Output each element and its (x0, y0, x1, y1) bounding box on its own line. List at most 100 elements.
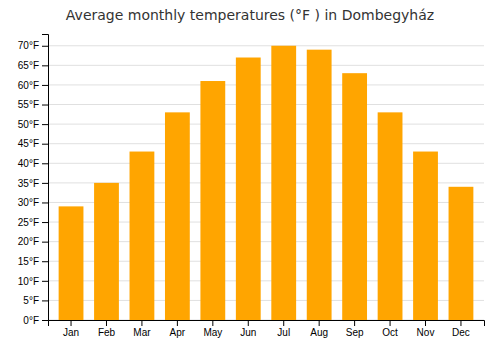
bar (271, 46, 296, 320)
tick-mark (390, 320, 391, 326)
tick: 35°F (18, 178, 48, 189)
plot: 0°F 5°F 10°F 15°F 20°F 25°F 30°F 35°F 40°F 45°F 50… (18, 35, 485, 339)
tick: 5°F (23, 295, 48, 306)
tick-mark (42, 320, 48, 321)
grid-line (48, 104, 484, 105)
tick: 70°F (18, 40, 48, 51)
tick-mark (42, 105, 48, 106)
tick-label: 25°F (18, 217, 39, 228)
tick-mark (42, 261, 48, 262)
tick-label: Apr (170, 327, 186, 338)
tick-label: 60°F (18, 80, 39, 91)
tick-mark (42, 65, 48, 66)
tick: 45°F (18, 138, 48, 149)
tick-label: 65°F (18, 60, 39, 71)
tick-label: 10°F (18, 276, 39, 287)
tick-mark (319, 320, 320, 326)
tick: 15°F (18, 256, 48, 267)
tick: Aug (310, 320, 328, 338)
bar (59, 206, 84, 320)
tick-mark (177, 320, 178, 326)
tick-label: May (203, 327, 222, 338)
axis-line (42, 35, 49, 321)
axis-line (49, 321, 485, 327)
grid-line (48, 84, 484, 85)
tick: Apr (170, 320, 186, 338)
y-axis: 0°F 5°F 10°F 15°F 20°F 25°F 30°F 35°F 40°F 45°F 50… (18, 35, 49, 326)
tick-label: 55°F (18, 99, 39, 110)
tick-label: 20°F (18, 236, 39, 247)
tick: Jan (63, 320, 79, 338)
tick: 40°F (18, 158, 48, 169)
tick-mark (42, 124, 48, 125)
tick: Jun (240, 320, 256, 338)
tick-label: Oct (382, 327, 398, 338)
tick-label: 50°F (18, 119, 39, 130)
tick-label: Feb (98, 327, 116, 338)
tick-label: 35°F (18, 178, 39, 189)
tick: Oct (382, 320, 398, 338)
tick-label: 0°F (23, 315, 39, 326)
grid (48, 46, 484, 320)
tick-mark (42, 183, 48, 184)
tick-mark (42, 281, 48, 282)
tick: 0°F (23, 315, 48, 326)
tick: Nov (417, 320, 435, 338)
tick-mark (42, 144, 48, 145)
tick-label: Mar (133, 327, 151, 338)
tick-mark (106, 320, 107, 326)
tick: 25°F (18, 217, 48, 228)
tick-label: Jul (277, 327, 290, 338)
tick-mark (42, 202, 48, 203)
tick-mark (42, 300, 48, 301)
tick: May (203, 320, 222, 338)
tick-label: Jan (63, 327, 79, 338)
title: Average monthly temperatures (°F ) in Do… (66, 7, 434, 23)
grid-line (48, 65, 484, 66)
bar (378, 112, 403, 320)
tick: Feb (98, 320, 116, 338)
tick-mark (212, 320, 213, 326)
tick: 65°F (18, 60, 48, 71)
tick-mark (248, 320, 249, 326)
tick-mark (354, 320, 355, 326)
tick: 55°F (18, 99, 48, 110)
chart: 0°F 5°F 10°F 15°F 20°F 25°F 30°F 35°F 40°F 45°F 50… (0, 0, 500, 350)
tick-label: 5°F (23, 295, 39, 306)
bar (130, 152, 155, 320)
tick-label: 45°F (18, 138, 39, 149)
tick-mark (42, 46, 48, 47)
tick: Dec (452, 320, 470, 338)
grid-line (48, 143, 484, 144)
tick-mark (42, 163, 48, 164)
tick-label: Aug (310, 327, 328, 338)
bar (413, 152, 438, 320)
bar (200, 81, 225, 320)
tick: Jul (277, 320, 290, 338)
tick-mark (141, 320, 142, 326)
bars (59, 46, 474, 320)
tick: 50°F (18, 119, 48, 130)
bar (307, 50, 332, 320)
x-axis: Jan Feb Mar Apr May Jun Jul Aug Sep Oct Nov Dec (49, 320, 485, 338)
tick-mark (42, 222, 48, 223)
bar (449, 187, 474, 320)
bar (236, 58, 261, 320)
tick-label: Nov (417, 327, 435, 338)
tick-label: Dec (452, 327, 470, 338)
tick: Sep (346, 320, 364, 338)
tick-label: Sep (346, 327, 364, 338)
tick: Mar (133, 320, 151, 338)
tick: 60°F (18, 80, 48, 91)
tick-label: Jun (240, 327, 256, 338)
bar (165, 112, 190, 320)
tick-label: 40°F (18, 158, 39, 169)
tick-mark (42, 242, 48, 243)
tick-mark (460, 320, 461, 326)
tick-label: 30°F (18, 197, 39, 208)
tick-mark (425, 320, 426, 326)
bar (342, 73, 367, 320)
tick: 20°F (18, 236, 48, 247)
bar (94, 183, 119, 320)
grid-line (48, 45, 484, 46)
